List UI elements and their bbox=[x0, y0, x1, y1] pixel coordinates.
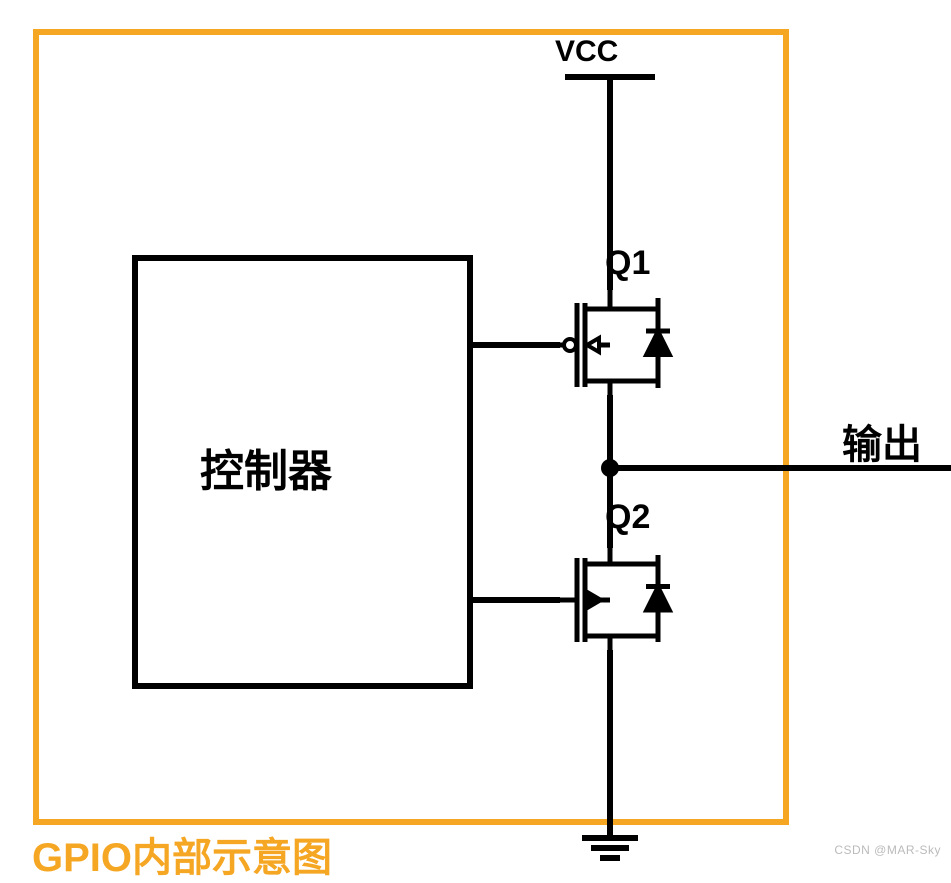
ground-symbol bbox=[582, 838, 638, 858]
label-output: 输出 bbox=[842, 412, 922, 470]
output-node bbox=[601, 459, 619, 477]
gpio-outline bbox=[36, 32, 786, 822]
label-q1: Q1 bbox=[605, 244, 650, 283]
transistor-q1 bbox=[560, 290, 670, 395]
label-vcc: VCC bbox=[555, 35, 618, 69]
transistor-q2 bbox=[560, 548, 670, 650]
label-q2: Q2 bbox=[605, 498, 650, 537]
label-title: GPIO内部示意图 bbox=[32, 825, 332, 883]
label-controller: 控制器 bbox=[200, 435, 332, 499]
circuit-diagram bbox=[0, 0, 951, 863]
watermark: CSDN @MAR-Sky bbox=[834, 843, 941, 857]
